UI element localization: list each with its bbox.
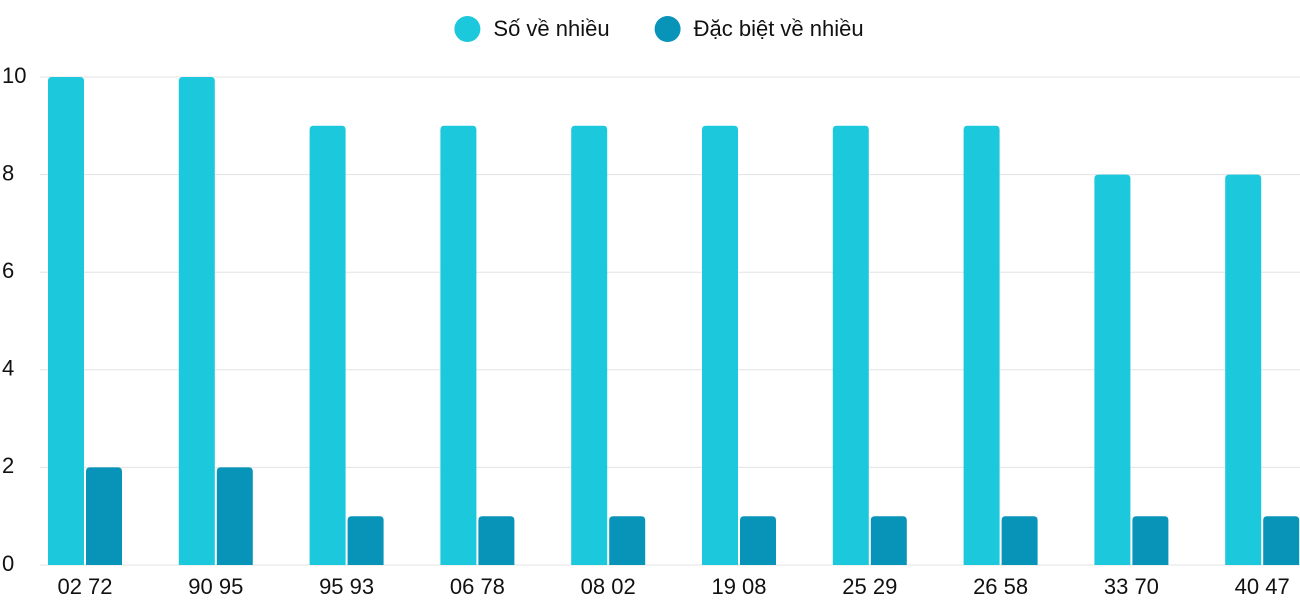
legend-item: Số về nhiều — [454, 16, 610, 42]
bar — [870, 516, 907, 565]
bar — [1225, 174, 1262, 565]
legend-label: Số về nhiều — [493, 16, 609, 41]
bar — [609, 516, 646, 565]
x-tick-label: 25 29 — [842, 574, 897, 599]
legend-swatch — [654, 16, 681, 42]
bar — [963, 125, 1000, 566]
bar — [178, 77, 215, 565]
x-tick-label: 90 95 — [188, 574, 243, 599]
legend-label: Đặc biệt về nhiều — [694, 16, 864, 41]
y-tick-label: 10 — [2, 63, 26, 88]
legend-swatch — [454, 16, 481, 42]
x-tick-label: 95 93 — [319, 574, 374, 599]
bar — [86, 467, 122, 565]
bar — [216, 467, 253, 565]
bar — [1132, 516, 1169, 565]
bar — [309, 125, 346, 566]
bar — [740, 516, 776, 565]
bar — [347, 516, 384, 565]
y-tick-label: 8 — [2, 160, 14, 185]
legend-item: Đặc biệt về nhiều — [654, 16, 864, 42]
bar — [48, 77, 84, 565]
x-tick-label: 33 70 — [1104, 574, 1159, 599]
y-tick-label: 2 — [2, 453, 14, 478]
x-tick-label: 06 78 — [450, 574, 505, 599]
y-tick-label: 6 — [2, 258, 14, 283]
x-tick-label: 08 02 — [581, 574, 636, 599]
bar — [440, 125, 477, 566]
bar — [571, 125, 608, 566]
bar — [832, 125, 869, 566]
x-tick-label: 40 47 — [1235, 574, 1290, 599]
bar — [702, 125, 738, 566]
bar — [1263, 516, 1300, 565]
x-tick-label: 02 72 — [57, 574, 112, 599]
bar — [1001, 516, 1038, 565]
x-tick-label: 19 08 — [711, 574, 766, 599]
bar — [478, 516, 515, 565]
x-tick-label: 26 58 — [973, 574, 1028, 599]
y-tick-label: 0 — [2, 551, 14, 576]
y-tick-label: 4 — [2, 356, 14, 381]
bar — [1094, 174, 1131, 565]
